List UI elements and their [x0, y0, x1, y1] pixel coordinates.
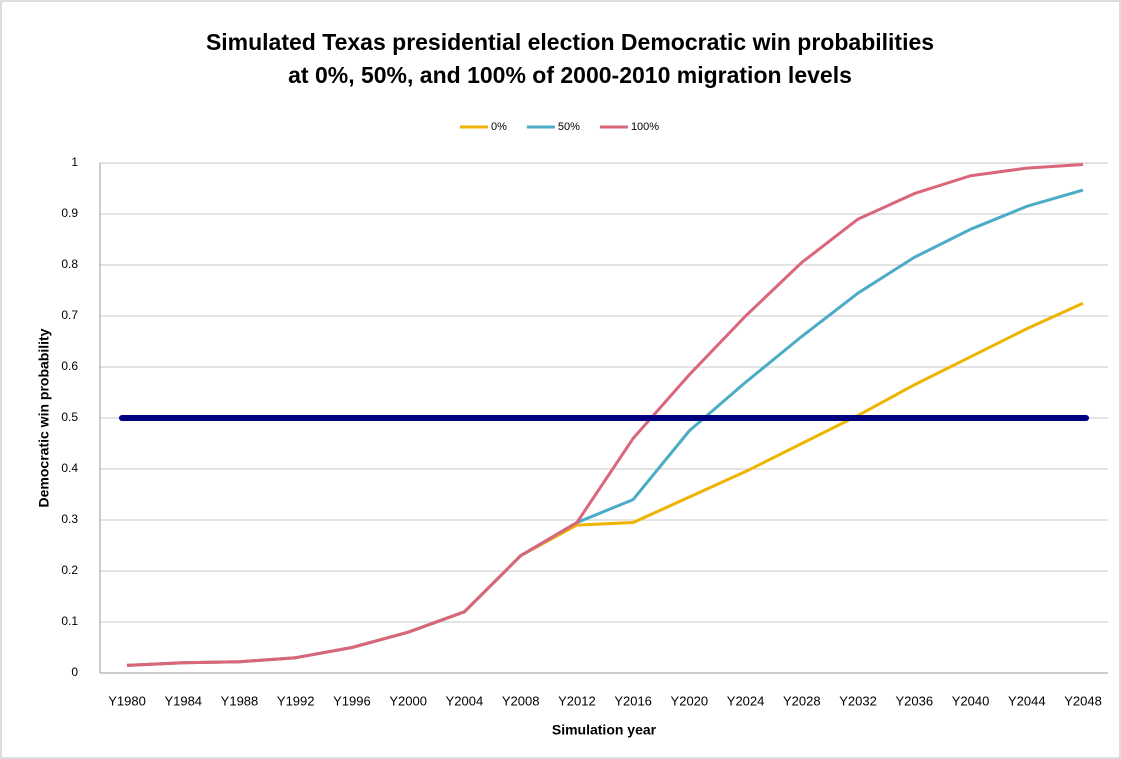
legend-label: 0%	[491, 121, 507, 133]
chart-title: Simulated Texas presidential election De…	[206, 29, 934, 55]
chart-title: at 0%, 50%, and 100% of 2000-2010 migrat…	[288, 62, 852, 88]
x-tick-label: Y1988	[221, 693, 259, 708]
series-line	[126, 163, 1084, 667]
x-tick-label: Y1996	[333, 693, 371, 708]
x-tick-label: Y1984	[164, 693, 202, 708]
legend: 0% 50% 100%	[460, 121, 659, 133]
x-tick-label: Y2000	[389, 693, 427, 708]
y-tick-label: 0.2	[61, 563, 78, 577]
x-tick-label: Y2004	[446, 693, 484, 708]
legend-label: 100%	[631, 121, 659, 133]
x-tick-label: Y2048	[1064, 693, 1102, 708]
legend-label: 50%	[558, 121, 580, 133]
y-tick-label: 0.6	[61, 359, 78, 373]
x-tick-label: Y2040	[952, 693, 990, 708]
x-tick-label: Y2024	[727, 693, 765, 708]
y-tick-label: 0.9	[61, 206, 78, 220]
x-tick-label: Y1992	[277, 693, 315, 708]
x-tick-label: Y2032	[839, 693, 877, 708]
x-tick-label: Y2016	[614, 693, 652, 708]
x-tick-label: Y2036	[895, 693, 933, 708]
y-tick-label: 0.4	[61, 461, 78, 475]
x-tick-label: Y2044	[1008, 693, 1046, 708]
x-tick-label: Y2028	[783, 693, 821, 708]
y-axis-title: Democratic win probability	[36, 328, 52, 507]
y-tick-label: 0.1	[61, 614, 78, 628]
x-tick-label: Y2020	[671, 693, 709, 708]
x-tick-label: Y1980	[108, 693, 146, 708]
y-tick-label: 0.8	[61, 257, 78, 271]
x-tick-label: Y2012	[558, 693, 596, 708]
y-tick-label: 0	[71, 665, 78, 679]
y-tick-label: 1	[71, 155, 78, 169]
y-tick-label: 0.5	[61, 410, 78, 424]
x-tick-label: Y2008	[502, 693, 540, 708]
y-tick-label: 0.7	[61, 308, 78, 322]
y-tick-label: 0.3	[61, 512, 78, 526]
x-axis-title: Simulation year	[552, 722, 657, 738]
